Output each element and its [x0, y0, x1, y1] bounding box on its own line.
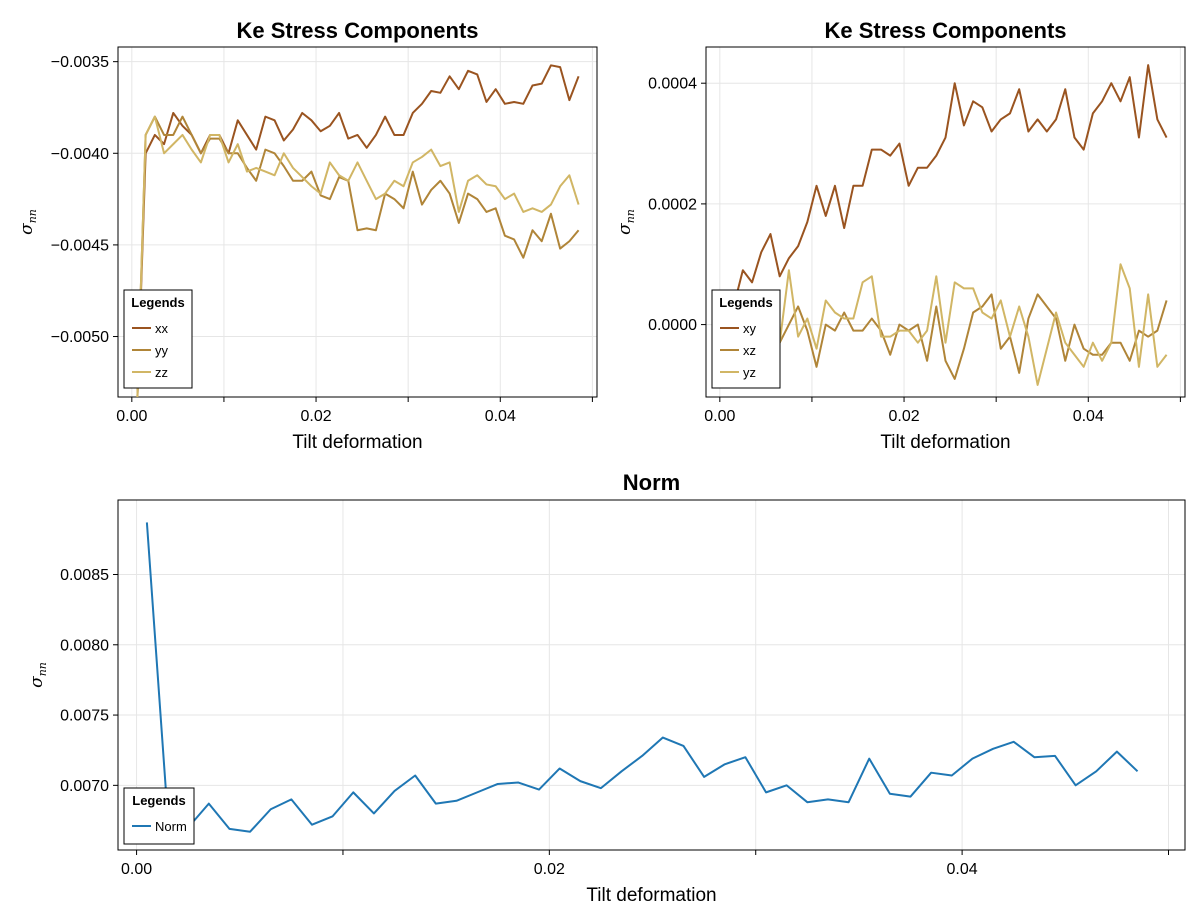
legend-entry: yy [155, 343, 169, 358]
legend-title: Legends [132, 793, 185, 808]
series-line-yy [136, 115, 580, 397]
plot-frame [117, 46, 598, 398]
legend: Legends xy xz yz [711, 289, 781, 389]
x-axis-label: Tilt deformation [880, 432, 1010, 453]
legend-entry: xy [743, 321, 757, 336]
y-tick-label: 0.0080 [60, 637, 109, 654]
x-tick-label: 0.00 [116, 408, 147, 425]
chart-title: Norm [623, 470, 680, 495]
y-axis-label: σnn [17, 209, 39, 235]
x-tick-label: 0.02 [888, 408, 919, 425]
chart-3: 0.00 0.02 0.04 0.0070 0.0075 0.0080 0.0085 Norm… [27, 470, 1186, 906]
x-axis-label: Tilt deformation [292, 432, 422, 453]
plot-frame [705, 46, 1186, 398]
y-tick-label: 0.0085 [60, 567, 109, 584]
series-lines [136, 64, 580, 397]
y-tick-label: 0.0004 [648, 76, 697, 93]
legend: Legends xx yy zz [123, 289, 193, 389]
series-line-zz [136, 115, 580, 397]
y-tick-label: 0.0002 [648, 196, 697, 213]
legend-entry: zz [155, 365, 168, 380]
series-line-xy [723, 64, 1168, 314]
y-tick-label: 0.0000 [648, 317, 697, 334]
x-tick-label: 0.00 [704, 408, 735, 425]
legend: Legends Norm [123, 787, 195, 845]
x-tick-label: 0.02 [300, 408, 331, 425]
legend-title: Legends [719, 295, 772, 310]
y-axis-label: σnn [615, 209, 637, 235]
chart-title: Ke Stress Components [824, 18, 1066, 43]
x-tick-label: 0.04 [1073, 408, 1104, 425]
plot-frame [117, 499, 1186, 851]
y-tick-label: −0.0050 [51, 329, 109, 346]
legend-box [123, 787, 195, 845]
legend-entry: Norm [155, 819, 187, 834]
chart-2: 0.00 0.02 0.04 0.0000 0.0002 0.0004 Ke Stress … [615, 18, 1186, 453]
series-line-xz [723, 293, 1168, 380]
x-axis-label: Tilt deformation [586, 885, 716, 906]
chart-1: 0.00 0.02 0.04 −0.0050 −0.0045 −0.0040 −0.0035… [17, 18, 598, 453]
x-tick-label: 0.04 [947, 861, 978, 878]
series-line-xx [136, 64, 580, 397]
x-tick-label: 0.02 [534, 861, 565, 878]
series-lines [145, 522, 1139, 833]
x-tick-label: 0.04 [485, 408, 516, 425]
x-tick-label: 0.00 [121, 861, 152, 878]
series-lines [723, 64, 1168, 386]
series-line-Norm [145, 522, 1139, 833]
legend-entry: xx [155, 321, 169, 336]
y-tick-label: −0.0045 [51, 237, 109, 254]
y-tick-label: 0.0075 [60, 708, 109, 725]
legend-entry: xz [743, 343, 756, 358]
y-tick-label: −0.0040 [51, 146, 109, 163]
grid [118, 500, 1185, 850]
y-tick-label: 0.0070 [60, 778, 109, 795]
y-tick-label: −0.0035 [51, 54, 109, 71]
y-axis-label: σnn [27, 662, 49, 688]
legend-title: Legends [131, 295, 184, 310]
series-line-yz [723, 263, 1168, 386]
legend-entry: yz [743, 365, 756, 380]
chart-title: Ke Stress Components [236, 18, 478, 43]
